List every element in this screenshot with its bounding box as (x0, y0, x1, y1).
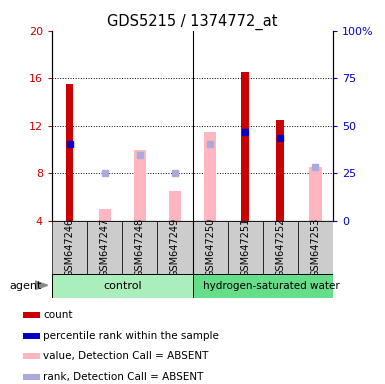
Text: rank, Detection Call = ABSENT: rank, Detection Call = ABSENT (43, 372, 203, 382)
FancyBboxPatch shape (228, 221, 263, 275)
Bar (276, 120, 284, 221)
Bar (204, 132, 216, 221)
Bar (99, 209, 111, 221)
Text: percentile rank within the sample: percentile rank within the sample (43, 331, 219, 341)
Bar (23, 333, 40, 339)
Text: control: control (103, 281, 142, 291)
Text: agent: agent (10, 281, 42, 291)
Bar (134, 149, 146, 221)
Text: GSM647252: GSM647252 (275, 218, 285, 277)
FancyBboxPatch shape (192, 221, 228, 275)
Bar (23, 353, 40, 359)
Text: GSM647246: GSM647246 (65, 218, 75, 277)
Text: GSM647250: GSM647250 (205, 218, 215, 277)
Text: GSM647251: GSM647251 (240, 218, 250, 277)
Polygon shape (35, 281, 48, 290)
FancyBboxPatch shape (157, 221, 192, 275)
Text: GSM647249: GSM647249 (170, 218, 180, 277)
Bar (66, 84, 74, 221)
Text: GSM647253: GSM647253 (310, 218, 320, 277)
Text: value, Detection Call = ABSENT: value, Detection Call = ABSENT (43, 351, 208, 361)
Text: GSM647247: GSM647247 (100, 218, 110, 277)
Text: GDS5215 / 1374772_at: GDS5215 / 1374772_at (107, 13, 278, 30)
FancyBboxPatch shape (192, 274, 333, 298)
Text: GSM647248: GSM647248 (135, 218, 145, 277)
Text: hydrogen-saturated water: hydrogen-saturated water (203, 281, 340, 291)
FancyBboxPatch shape (263, 221, 298, 275)
FancyBboxPatch shape (87, 221, 122, 275)
FancyBboxPatch shape (298, 221, 333, 275)
Text: count: count (43, 310, 72, 320)
Bar (241, 72, 249, 221)
FancyBboxPatch shape (122, 221, 157, 275)
Bar (309, 167, 321, 221)
Bar (23, 312, 40, 318)
FancyBboxPatch shape (52, 274, 192, 298)
FancyBboxPatch shape (52, 221, 87, 275)
Bar (169, 191, 181, 221)
Bar (23, 374, 40, 380)
